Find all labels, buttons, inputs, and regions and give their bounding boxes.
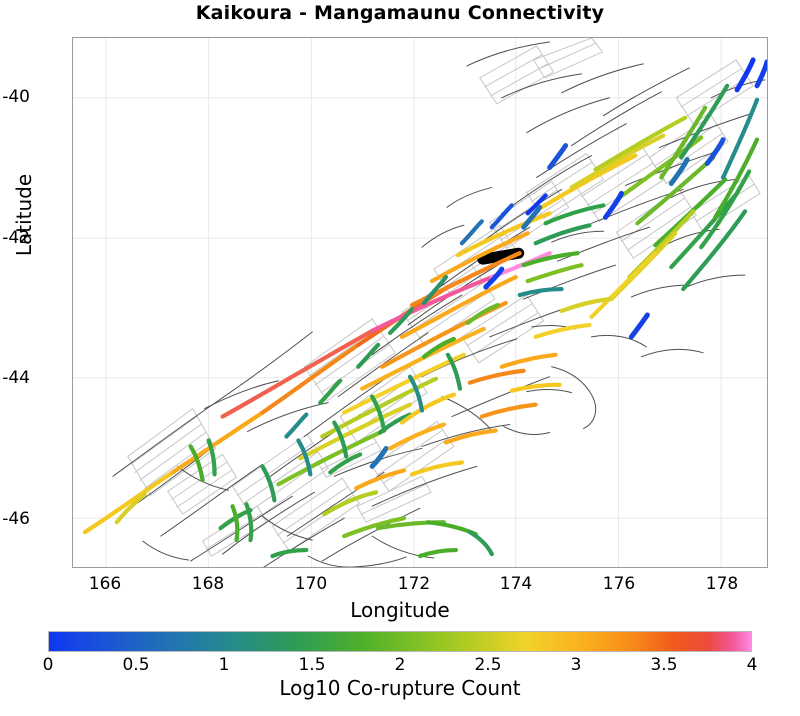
xtick-label: 168: [191, 574, 225, 594]
xtick-label: 170: [294, 574, 328, 594]
y-axis-label: Latitude: [12, 173, 36, 257]
ytick-label: -44: [2, 368, 30, 388]
colorbar-gradient: [48, 631, 752, 652]
ytick-label: -42: [2, 228, 30, 248]
xtick-label: 174: [499, 574, 533, 594]
colorbar-tick-label: 0: [42, 655, 54, 675]
colorbar-tick-label: 3: [570, 655, 582, 675]
xtick-label: 176: [602, 574, 636, 594]
ytick-label: -46: [2, 509, 30, 529]
colorbar-tick-label: 0.5: [122, 655, 150, 675]
colorbar-label: Log10 Co-rupture Count: [279, 676, 521, 700]
ytick-label: -40: [2, 87, 30, 107]
map-plot-area[interactable]: [72, 37, 768, 568]
colorbar-tick-label: 1: [218, 655, 230, 675]
colorbar[interactable]: [48, 631, 752, 652]
xtick-label: 178: [705, 574, 739, 594]
colorbar-tick-label: 4: [746, 655, 758, 675]
colorbar-tick-label: 1.5: [298, 655, 326, 675]
fault-map: [73, 38, 767, 567]
corupture-faults: [82, 57, 767, 559]
x-axis-label: Longitude: [350, 598, 450, 622]
xtick-label: 166: [88, 574, 122, 594]
xtick-label: 172: [397, 574, 431, 594]
colorbar-tick-label: 3.5: [650, 655, 678, 675]
page-title: Kaikoura - Mangamaunu Connectivity: [195, 2, 605, 24]
colorbar-tick-label: 2.5: [474, 655, 502, 675]
colorbar-tick-label: 2: [394, 655, 406, 675]
background-faults: [112, 38, 766, 567]
